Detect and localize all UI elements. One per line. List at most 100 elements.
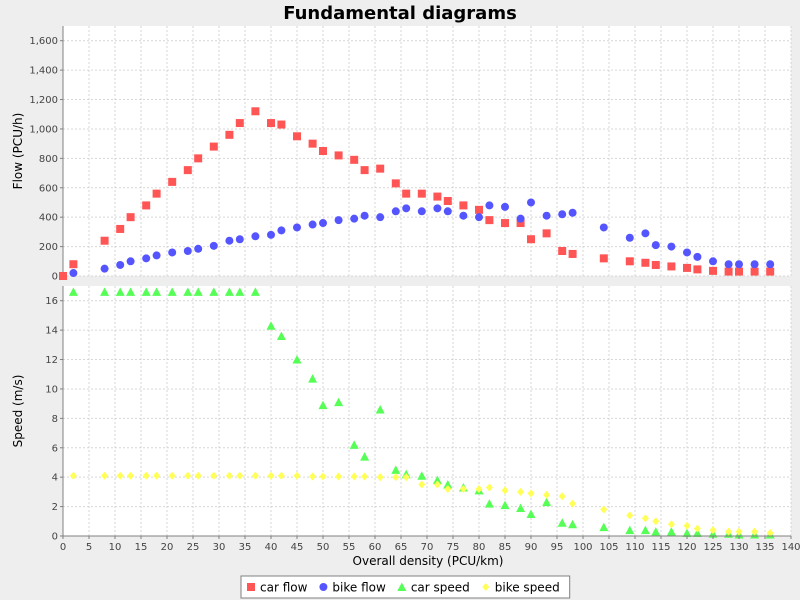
car-speed-point [68,287,78,296]
car-speed-point [115,287,125,296]
x-tick-label: 85 [499,542,512,553]
bike-flow-point [501,202,509,211]
y-tick-label: 0 [52,532,58,543]
bike-flow-point [360,211,369,220]
bike-speed-point [142,471,150,480]
bike-flow-point [485,201,494,210]
bike-speed-point [101,471,109,480]
car-speed-point [443,480,453,489]
car-speed-point [682,528,692,538]
y-tick-label: 200 [39,242,58,253]
x-tick-label: 75 [447,542,460,553]
x-tick-label: 105 [599,542,618,553]
car-speed-point [651,527,661,536]
bike-flow-point [724,260,733,269]
x-tick-label: 115 [651,542,670,553]
bike-flow-point [475,213,483,222]
x-tick-label: 5 [86,542,92,553]
car-flow-point [651,260,660,269]
car-flow-point [376,164,385,173]
car-speed-point [250,287,260,296]
car-flow-point [142,201,151,210]
bike-flow-point [693,252,702,261]
car-speed-point [318,400,328,410]
car-flow-point [750,267,759,276]
bike-speed-point [418,480,426,489]
x-tick-label: 15 [135,542,148,553]
x-tick-label: 135 [755,542,774,553]
series-bike-flow [69,198,775,278]
y-tick-label: 8 [52,414,58,425]
car-flow-point [100,236,109,245]
car-flow-point [360,166,369,175]
car-flow-point [209,142,218,151]
bike-flow-point [209,241,218,250]
car-speed-point [640,525,650,535]
bike-speed-point [527,489,535,498]
chart-title: Fundamental diagrams [283,3,517,24]
bike-flow-point [350,214,359,223]
bike-flow-point [667,242,676,251]
car-speed-point [484,499,494,508]
series-car-flow [59,107,775,280]
bike-flow-point [750,260,759,269]
bike-flow-point [116,260,125,269]
car-flow-point [709,266,717,275]
bike-flow-point [152,251,161,260]
car-speed-point [360,452,370,461]
bike-speed-point [277,471,285,480]
x-tick-label: 35 [239,542,252,553]
bike-speed-point [725,527,733,536]
bike-flow-point [251,232,260,241]
car-speed-point [666,527,676,536]
car-speed-point [526,509,536,518]
car-speed-point [542,497,552,507]
car-speed-point [349,440,359,449]
car-flow-point [391,179,400,188]
bike-flow-point [126,257,135,266]
bike-speed-point [600,505,608,514]
bike-speed-point [210,471,218,480]
bike-flow-point [267,230,275,239]
y-tick-label: 12 [45,355,58,366]
car-flow-point [350,155,359,164]
legend: car flow bike flow car speed bike speed [240,575,571,599]
bike-flow-point [625,233,634,242]
car-speed-point [100,287,110,296]
bike-flow-point [376,213,385,222]
bike-flow-point [319,219,327,228]
car-flow-point [475,205,483,214]
bike-speed-point [153,471,161,480]
car-flow-point [625,257,634,266]
car-speed-point [183,287,193,296]
car-flow-point [319,147,327,155]
car-speed-point [516,503,526,513]
bike-flow-point [168,248,177,257]
car-flow-point [683,263,691,272]
series-bike-speed [69,471,774,538]
car-flow-point [251,107,260,116]
x-tick-label: 140 [781,542,800,553]
bike-flow-point [100,264,109,273]
bike-speed-point [184,471,192,480]
bike-speed-point [667,520,675,529]
bike-speed-point [433,480,441,489]
x-tick-label: 100 [573,542,592,553]
bike-speed-point [309,472,317,481]
bike-flow-point [334,216,343,225]
legend-entry-car-flow: car flow [260,581,308,595]
car-flow-point [293,132,301,141]
y-tick-label: 14 [45,326,58,337]
car-flow-point [599,254,608,263]
x-tick-label: 110 [625,542,644,553]
car-speed-point [152,287,162,296]
car-flow-point [527,235,535,244]
legend-frame [240,575,571,599]
bike-flow-point [235,235,244,244]
bike-speed-point [709,526,717,535]
car-speed-point [599,522,609,532]
bike-flow-point [683,248,691,257]
bike-flow-point [459,211,468,220]
bike-flow-point [651,241,660,250]
